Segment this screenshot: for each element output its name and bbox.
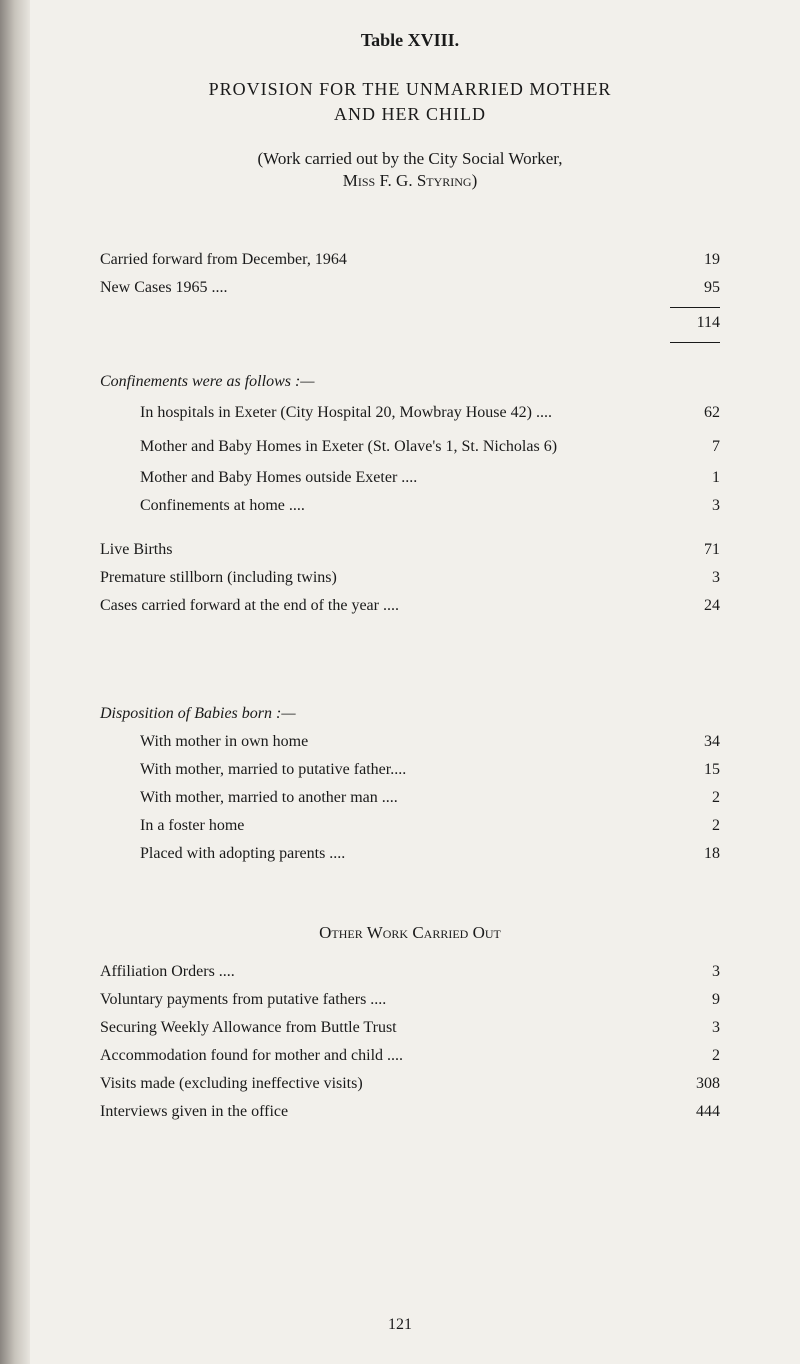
carried-forward-row: Carried forward from December, 1964 19	[100, 251, 720, 269]
separator-line-2	[670, 342, 720, 343]
other-work-label: Visits made (excluding ineffective visit…	[100, 1075, 660, 1093]
confinement-label: Mother and Baby Homes outside Exeter ...…	[140, 469, 660, 487]
other-work-header: Other Work Carried Out	[100, 923, 720, 943]
worker-line: (Work carried out by the City Social Wor…	[100, 149, 720, 169]
confinement-label: In hospitals in Exeter (City Hospital 20…	[140, 401, 660, 425]
other-work-value: 2	[660, 1047, 720, 1065]
carried-forward-label: Carried forward from December, 1964	[100, 251, 660, 269]
dispositions-list: With mother in own home 34 With mother, …	[140, 733, 720, 863]
carried-forward-value: 19	[660, 251, 720, 269]
disposition-row: With mother, married to another man ....…	[140, 789, 720, 807]
disposition-label: With mother, married to putative father.…	[140, 761, 660, 779]
disposition-value: 2	[660, 789, 720, 807]
disposition-value: 15	[660, 761, 720, 779]
other-work-value: 3	[660, 1019, 720, 1037]
disposition-label: With mother in own home	[140, 733, 660, 751]
other-work-label: Accommodation found for mother and child…	[100, 1047, 660, 1065]
total-row: 114	[100, 314, 720, 332]
other-work-row: Accommodation found for mother and child…	[100, 1047, 720, 1065]
disposition-row: With mother, married to putative father.…	[140, 761, 720, 779]
other-work-label: Interviews given in the office	[100, 1103, 660, 1121]
disposition-label: Placed with adopting parents ....	[140, 845, 660, 863]
outcome-label: Live Births	[100, 541, 660, 559]
disposition-value: 2	[660, 817, 720, 835]
new-cases-value: 95	[660, 279, 720, 297]
disposition-value: 34	[660, 733, 720, 751]
confinement-row: Mother and Baby Homes in Exeter (St. Ola…	[140, 435, 720, 459]
disposition-label: With mother, married to another man ....	[140, 789, 660, 807]
other-work-row: Voluntary payments from putative fathers…	[100, 991, 720, 1009]
other-work-value: 308	[660, 1075, 720, 1093]
other-work-value: 9	[660, 991, 720, 1009]
other-work-row: Interviews given in the office 444	[100, 1103, 720, 1121]
other-work-row: Securing Weekly Allowance from Buttle Tr…	[100, 1019, 720, 1037]
confinement-row: Mother and Baby Homes outside Exeter ...…	[140, 469, 720, 487]
other-work-row: Visits made (excluding ineffective visit…	[100, 1075, 720, 1093]
outcome-row: Premature stillborn (including twins) 3	[100, 569, 720, 587]
confinement-value: 1	[660, 469, 720, 487]
confinements-list: In hospitals in Exeter (City Hospital 20…	[140, 401, 720, 515]
disposition-row: Placed with adopting parents .... 18	[140, 845, 720, 863]
page-number: 121	[388, 1316, 412, 1334]
other-work-list: Affiliation Orders .... 3 Voluntary paym…	[100, 963, 720, 1121]
sub-title: AND HER CHILD	[100, 104, 720, 125]
disposition-label: In a foster home	[140, 817, 660, 835]
disposition-value: 18	[660, 845, 720, 863]
confinement-row: In hospitals in Exeter (City Hospital 20…	[140, 401, 720, 425]
confinements-header: Confinements were as follows :—	[100, 373, 720, 391]
disposition-header: Disposition of Babies born :—	[100, 705, 720, 723]
new-cases-label: New Cases 1965 ....	[100, 279, 660, 297]
other-work-value: 3	[660, 963, 720, 981]
confinement-label: Confinements at home ....	[140, 497, 660, 515]
other-work-label: Securing Weekly Allowance from Buttle Tr…	[100, 1019, 660, 1037]
other-work-value: 444	[660, 1103, 720, 1121]
worker-name: Miss F. G. Styring)	[100, 171, 720, 191]
disposition-row: In a foster home 2	[140, 817, 720, 835]
outcome-value: 71	[660, 541, 720, 559]
outcome-row: Live Births 71	[100, 541, 720, 559]
outcome-value: 3	[660, 569, 720, 587]
total-value: 114	[660, 314, 720, 332]
confinement-value: 7	[660, 438, 720, 456]
other-work-label: Voluntary payments from putative fathers…	[100, 991, 660, 1009]
other-work-row: Affiliation Orders .... 3	[100, 963, 720, 981]
confinement-value: 3	[660, 497, 720, 515]
confinement-value: 62	[660, 404, 720, 422]
other-work-label: Affiliation Orders ....	[100, 963, 660, 981]
confinement-row: Confinements at home .... 3	[140, 497, 720, 515]
outcome-label: Cases carried forward at the end of the …	[100, 597, 660, 615]
disposition-row: With mother in own home 34	[140, 733, 720, 751]
new-cases-row: New Cases 1965 .... 95	[100, 279, 720, 297]
outcome-value: 24	[660, 597, 720, 615]
main-title: PROVISION FOR THE UNMARRIED MOTHER	[100, 79, 720, 100]
separator-line	[670, 307, 720, 308]
table-number: Table XVIII.	[100, 30, 720, 51]
outcome-label: Premature stillborn (including twins)	[100, 569, 660, 587]
outcome-row: Cases carried forward at the end of the …	[100, 597, 720, 615]
page-binding	[0, 0, 30, 1364]
confinement-label: Mother and Baby Homes in Exeter (St. Ola…	[140, 435, 660, 459]
